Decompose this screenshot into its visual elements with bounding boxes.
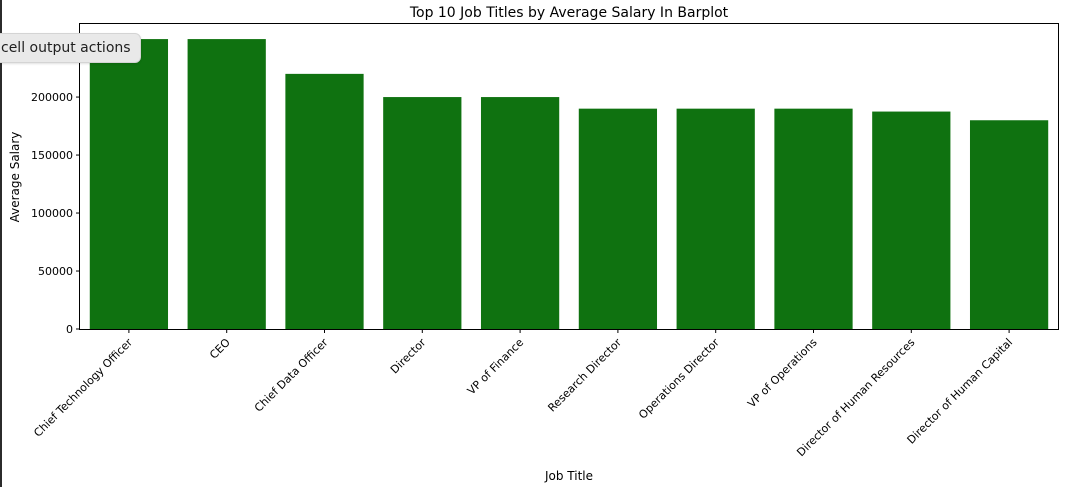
- bar: [872, 111, 951, 329]
- plot-frame: [79, 23, 1059, 330]
- y-tick-label: 0: [66, 323, 73, 336]
- x-tick-label: Director of Human Resources: [794, 336, 917, 459]
- bar: [969, 120, 1049, 329]
- x-tick-label: VP of Operations: [745, 336, 820, 411]
- y-axis-label: Average Salary: [8, 132, 22, 223]
- y-axis: 0 50000 100000 150000 200000: [31, 91, 80, 336]
- bar: [578, 108, 658, 329]
- bar: [774, 108, 853, 329]
- cell-border: [0, 0, 2, 487]
- y-tick-label: 100000: [31, 207, 73, 220]
- x-tick-label: Chief Data Officer: [252, 336, 331, 415]
- x-axis-label: Job Title: [544, 469, 593, 483]
- x-tick-label: VP of Finance: [465, 336, 527, 398]
- x-tick-label: Director of Human Capital: [905, 336, 1016, 447]
- x-tick-label: Director: [388, 336, 429, 377]
- y-tick-label: 200000: [31, 91, 73, 104]
- x-tick-label: Chief Technology Officer: [31, 336, 135, 440]
- x-axis: Chief Technology Officer CEO Chief Data Of…: [31, 329, 1015, 459]
- y-tick-label: 50000: [38, 265, 73, 278]
- x-tick-label: CEO: [207, 336, 233, 362]
- bar: [187, 39, 266, 329]
- bar: [383, 97, 462, 329]
- x-tick-label: Research Director: [545, 336, 624, 415]
- cell-output-actions-button[interactable]: cell output actions: [0, 33, 141, 63]
- chart-title: Top 10 Job Titles by Average Salary In B…: [409, 5, 729, 21]
- bar: [89, 39, 169, 329]
- bar: [480, 97, 560, 329]
- bar: [285, 73, 364, 330]
- bars-group: [89, 39, 1049, 330]
- x-tick-label: Operations Director: [636, 336, 722, 422]
- y-tick-label: 150000: [31, 149, 73, 162]
- bar: [676, 108, 755, 329]
